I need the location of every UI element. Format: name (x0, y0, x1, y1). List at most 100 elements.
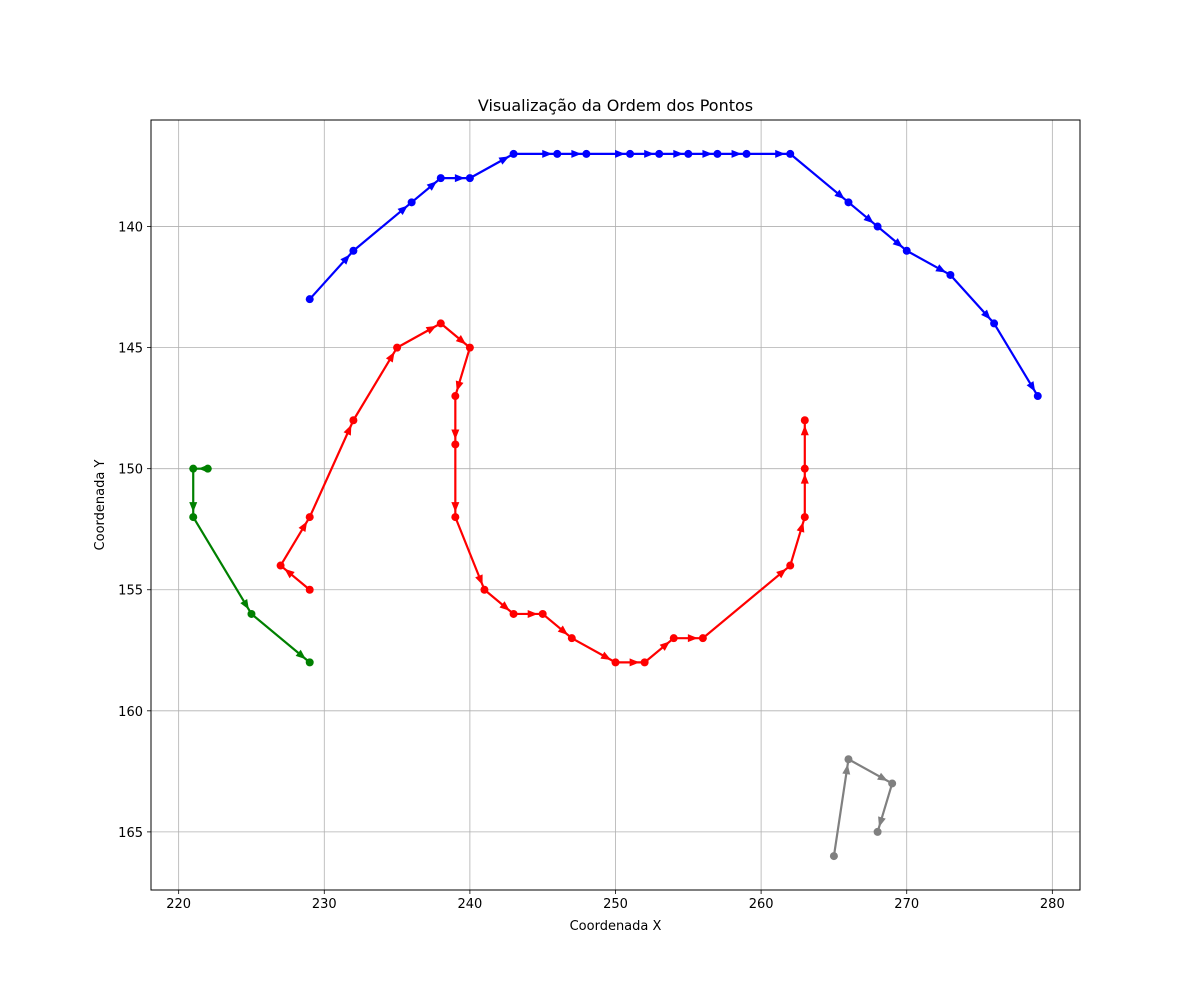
series-arrowhead (796, 521, 805, 533)
series-point (436, 174, 445, 183)
x-tick-label: 270 (894, 897, 919, 912)
series-arrowhead (451, 429, 460, 440)
series-point (349, 416, 358, 425)
series-segment (192, 516, 253, 616)
series-point (451, 513, 460, 522)
series-arrowhead (343, 424, 352, 436)
series-arrowhead (629, 658, 640, 667)
series-point (349, 246, 358, 255)
y-axis-label: Coordenada Y (93, 460, 108, 551)
series-point (800, 513, 809, 522)
series-point (553, 149, 562, 158)
series-arrowhead (425, 325, 437, 335)
series-point (305, 585, 314, 594)
series-arrowhead (731, 149, 742, 158)
series-arrowhead (687, 634, 698, 643)
series-point (407, 198, 416, 207)
x-tick-label: 250 (603, 897, 628, 912)
series-point (189, 464, 198, 473)
series-point (873, 827, 882, 836)
series-arrowhead (981, 309, 991, 320)
series-point (393, 343, 402, 352)
series-point (305, 295, 314, 304)
series-point (946, 270, 955, 279)
series-arrowhead (775, 149, 786, 158)
series-point (465, 343, 474, 352)
series-point (567, 634, 576, 643)
series-point (451, 392, 460, 401)
chart-title: Visualização da Ordem dos Pontos (478, 96, 753, 115)
series-arrowhead (340, 254, 351, 265)
series-arrowhead (455, 380, 464, 392)
series-arrowhead (776, 568, 787, 579)
series-arrowhead (834, 189, 845, 200)
series-arrowhead (498, 156, 510, 165)
series-point (669, 634, 678, 643)
y-tick-label: 145 (118, 342, 143, 357)
series-arrowhead (475, 574, 483, 586)
series-point (873, 222, 882, 231)
series-arrowhead (426, 181, 437, 191)
series-point (800, 464, 809, 473)
series-arrowhead (878, 816, 886, 828)
series-1 (276, 319, 809, 667)
series-arrowhead (557, 625, 568, 635)
series-point (786, 149, 795, 158)
series-arrowhead (451, 502, 460, 513)
series-point (640, 658, 649, 667)
y-tick-label: 155 (118, 584, 143, 599)
series-arrowhead (892, 238, 903, 248)
series-point (844, 198, 853, 207)
series-segment (701, 564, 792, 640)
series-arrowhead (644, 149, 655, 158)
series-arrowhead (673, 149, 684, 158)
series-arrowhead (397, 205, 408, 215)
series-0 (305, 149, 1042, 401)
series-segment (308, 419, 355, 519)
series-point (800, 416, 809, 425)
series-point (247, 609, 256, 618)
series-arrowhead (615, 149, 626, 158)
plot-series (189, 149, 1042, 861)
x-tick-label: 240 (457, 897, 482, 912)
y-tick-label: 150 (118, 463, 143, 478)
series-point (829, 852, 838, 861)
series-point (698, 634, 707, 643)
series-point (509, 609, 518, 618)
axis-ticks: 220 230 240 250 260 270 280 140 145 150 155 160 165 (118, 221, 1065, 912)
series-arrowhead (240, 599, 249, 610)
series-arrowhead (800, 473, 809, 484)
series-arrowhead (454, 174, 465, 183)
series-3 (829, 755, 897, 861)
series-point (451, 440, 460, 449)
series-arrowhead (600, 651, 612, 660)
series-arrowhead (935, 264, 947, 273)
x-tick-label: 260 (749, 897, 774, 912)
series-arrowhead (571, 149, 582, 158)
series-point (436, 319, 445, 328)
series-point (786, 561, 795, 570)
series-point (611, 658, 620, 667)
x-axis-label: Coordenada X (570, 919, 662, 934)
series-arrowhead (877, 772, 888, 782)
series-point (189, 513, 198, 522)
series-segment (832, 758, 850, 858)
series-point (465, 174, 474, 183)
series-arrowhead (295, 649, 306, 660)
series-point (888, 779, 897, 788)
y-tick-label: 160 (118, 705, 143, 720)
series-arrowhead (298, 521, 308, 533)
series-arrowhead (842, 764, 851, 775)
series-point (742, 149, 751, 158)
series-2 (189, 464, 314, 667)
series-arrowhead (542, 149, 553, 158)
y-tick-label: 140 (118, 221, 143, 236)
series-point (509, 149, 518, 158)
series-arrowhead (1026, 381, 1036, 392)
x-tick-label: 220 (166, 897, 191, 912)
series-arrowhead (499, 601, 510, 611)
series-point (844, 755, 853, 764)
series-point (626, 149, 635, 158)
series-arrowhead (863, 213, 874, 224)
